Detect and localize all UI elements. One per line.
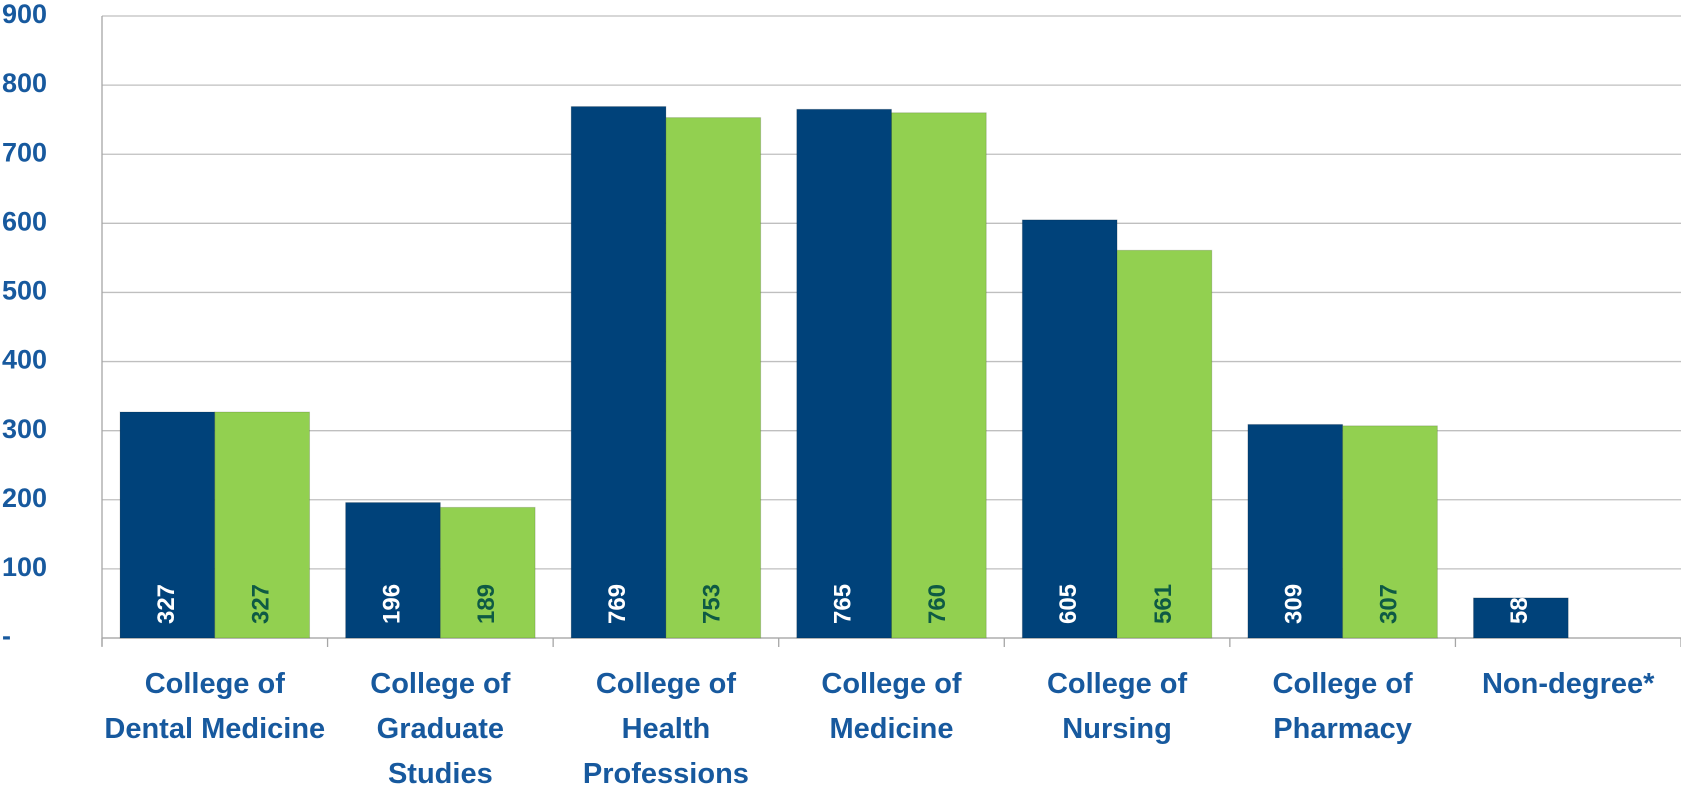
- bar: [1021, 219, 1118, 639]
- x-tick-label: College of Graduate Studies: [370, 668, 511, 790]
- value-label: 605: [1055, 584, 1082, 624]
- x-tick-label: College of Pharmacy: [1272, 668, 1413, 745]
- value-label: 189: [473, 584, 500, 624]
- y-tick-label: 100: [2, 552, 47, 582]
- value-label: 561: [1150, 584, 1177, 624]
- value-label: 58: [1506, 597, 1533, 624]
- value-label: 753: [699, 584, 726, 624]
- bar: [1342, 425, 1438, 639]
- bar: [345, 502, 441, 639]
- value-label: 769: [604, 584, 631, 624]
- y-tick-label: 500: [2, 276, 47, 306]
- x-tick-label: College of Medicine: [821, 668, 962, 745]
- bar: [570, 106, 667, 639]
- value-label: 309: [1281, 584, 1308, 624]
- x-tick-label: Non-degree*: [1481, 668, 1655, 700]
- bar: [214, 411, 311, 639]
- value-label: 307: [1375, 584, 1402, 624]
- y-tick-label: 200: [2, 483, 47, 513]
- value-label: 327: [247, 584, 274, 624]
- y-tick-label: 400: [2, 345, 47, 375]
- y-tick-label: 700: [2, 137, 47, 167]
- bar: [1116, 249, 1213, 639]
- bar: [119, 411, 216, 639]
- value-label: 765: [829, 584, 856, 624]
- x-tick-label: College of Dental Medicine: [104, 668, 326, 745]
- x-tick-label: College of Health Professions: [582, 668, 749, 790]
- bar: [665, 117, 762, 639]
- y-tick-label: 800: [2, 68, 47, 98]
- bar: [439, 506, 536, 639]
- y-tick-label: 300: [2, 414, 47, 444]
- y-tick-label: -: [2, 621, 11, 651]
- x-tick-label: College of Nursing: [1046, 668, 1188, 745]
- bar: [1472, 597, 1569, 639]
- bar: [891, 112, 987, 639]
- value-label: 327: [153, 584, 180, 624]
- y-tick-label: 600: [2, 206, 47, 236]
- value-label: 760: [924, 584, 951, 624]
- y-tick-label: 900: [2, 0, 47, 29]
- bar: [796, 108, 893, 639]
- value-label: 196: [378, 584, 405, 624]
